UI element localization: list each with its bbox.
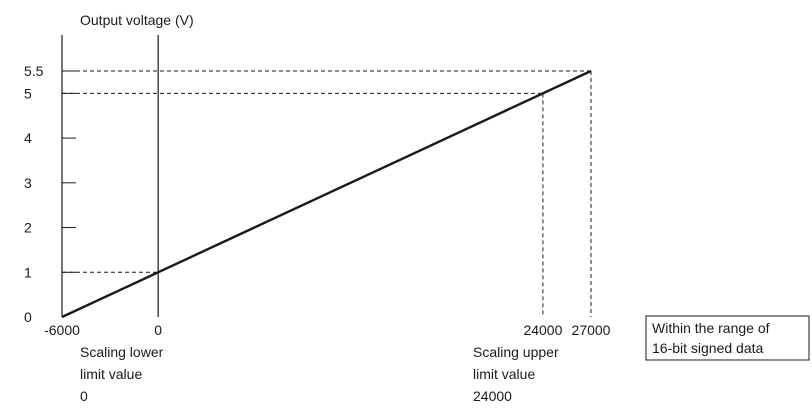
range-note-line-2: 16-bit signed data xyxy=(652,340,764,356)
y-tick-label: 2 xyxy=(24,220,32,236)
range-note: Within the range of 16-bit signed data xyxy=(645,315,810,361)
scaling-upper-line-2: limit value xyxy=(473,366,535,382)
y-tick-label: 4 xyxy=(24,130,32,146)
ticks: 0 1 2 3 4 5 5.5 -6000 0 24000 27000 xyxy=(24,63,611,338)
y-tick-label: 5.5 xyxy=(24,63,44,79)
range-note-line-1: Within the range of xyxy=(652,320,770,336)
scaling-lower-annotation: Scaling lower limit value 0 xyxy=(80,344,164,404)
scaling-lower-line-2: limit value xyxy=(80,366,142,382)
x-tick-label: 24000 xyxy=(523,322,562,338)
range-note-box xyxy=(645,315,810,361)
y-tick-label: 3 xyxy=(24,175,32,191)
x-tick-label: 27000 xyxy=(572,322,611,338)
y-tick-label: 0 xyxy=(24,309,32,325)
y-tick-label: 5 xyxy=(24,85,32,101)
x-tick-label: 0 xyxy=(154,322,162,338)
scaling-lower-line-1: Scaling lower xyxy=(80,344,164,360)
scaling-lower-line-3: 0 xyxy=(80,388,88,404)
scaling-upper-annotation: Scaling upper limit value 24000 xyxy=(473,344,559,404)
y-axis-title: Output voltage (V) xyxy=(80,12,194,28)
scaling-upper-line-1: Scaling upper xyxy=(473,344,559,360)
series-line xyxy=(61,69,592,319)
y-tick-label: 1 xyxy=(24,264,32,280)
axes xyxy=(61,35,159,317)
guide-lines xyxy=(62,70,592,317)
series xyxy=(61,69,592,319)
x-tick-label: -6000 xyxy=(44,322,80,338)
scaling-upper-line-3: 24000 xyxy=(473,388,512,404)
